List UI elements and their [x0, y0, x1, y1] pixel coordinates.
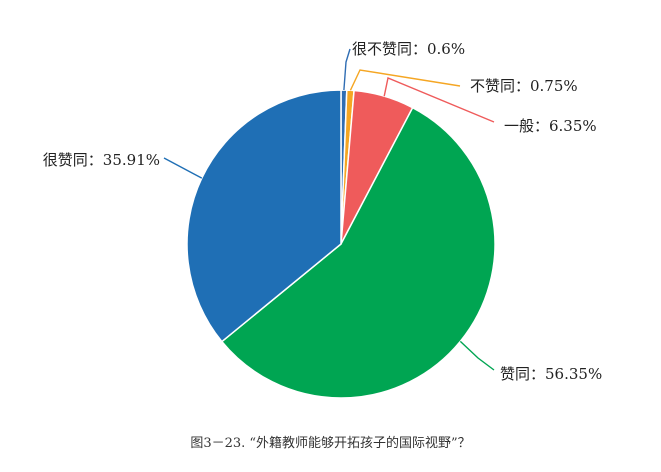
slice-label-4: 赞同：56.35% — [500, 365, 602, 383]
pie-slice-5 — [186, 89, 342, 343]
pie-chart: 很不赞同：0.6% 不赞同：0.75% 一般：6.35% 赞同：56.35% 很赞同：3… — [43, 40, 602, 399]
leader-line-3 — [383, 77, 495, 123]
figure-caption: 图3－23. “外籍教师能够开拓孩子的国际视野”？ — [190, 436, 471, 451]
slice-label-1: 很不赞同：0.6% — [352, 40, 465, 58]
leader-line-1 — [343, 48, 351, 91]
slice-label-5: 很赞同：35.91% — [43, 151, 160, 169]
leader-line-4 — [459, 340, 495, 371]
leader-line-5 — [163, 157, 203, 179]
leader-line-2 — [349, 69, 461, 91]
slice-label-2: 不赞同：0.75% — [470, 77, 578, 95]
pie-slice-4 — [220, 106, 496, 399]
slice-label-3: 一般：6.35% — [504, 117, 597, 135]
